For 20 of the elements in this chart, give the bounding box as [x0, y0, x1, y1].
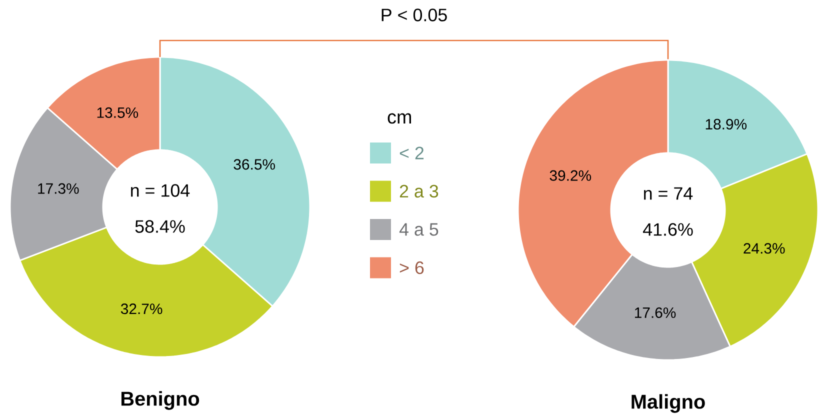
text: 41.6% [642, 223, 693, 236]
data-label: 39.2% [550, 170, 592, 181]
text: 58.4% [135, 220, 185, 233]
data-label: 17.3% [38, 183, 79, 194]
legend-label: > 6 [400, 261, 424, 274]
data-label: 36.5% [234, 159, 275, 170]
text: Benigno [121, 391, 200, 410]
legend-label: 2 a 3 [400, 184, 438, 198]
data-label: 17.6% [634, 307, 676, 318]
data-label: 24.3% [744, 243, 785, 254]
data-label: 13.5% [97, 107, 138, 118]
data-label: 18.9% [706, 118, 747, 130]
text: n = 104 [131, 184, 190, 197]
text: P < 0.05 [382, 8, 447, 22]
legend-label: < 2 [400, 146, 424, 160]
text: n = 74 [644, 187, 693, 200]
legend-label: 4 a 5 [399, 223, 438, 236]
legend-title: cm [388, 113, 412, 124]
text: Maligno [632, 394, 705, 413]
data-label: 32.7% [120, 304, 162, 314]
